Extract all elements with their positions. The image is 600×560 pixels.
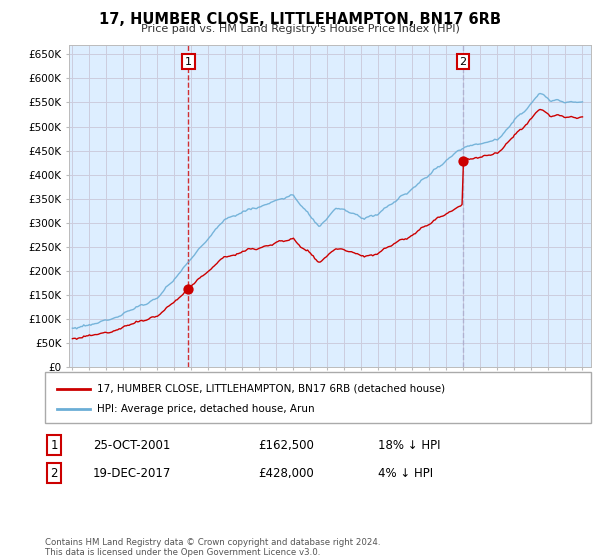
Text: Contains HM Land Registry data © Crown copyright and database right 2024.
This d: Contains HM Land Registry data © Crown c… [45,538,380,557]
Point [458,157,468,166]
Text: 17, HUMBER CLOSE, LITTLEHAMPTON, BN17 6RB: 17, HUMBER CLOSE, LITTLEHAMPTON, BN17 6R… [99,12,501,27]
Text: 25-OCT-2001: 25-OCT-2001 [93,438,170,452]
Text: 1: 1 [185,57,192,67]
Text: Price paid vs. HM Land Registry's House Price Index (HPI): Price paid vs. HM Land Registry's House … [140,24,460,34]
Text: 17, HUMBER CLOSE, LITTLEHAMPTON, BN17 6RB (detached house): 17, HUMBER CLOSE, LITTLEHAMPTON, BN17 6R… [97,384,445,394]
Text: 2: 2 [460,57,467,67]
Point [184,284,193,293]
Text: £428,000: £428,000 [258,466,314,480]
Text: 19-DEC-2017: 19-DEC-2017 [93,466,172,480]
Text: £162,500: £162,500 [258,438,314,452]
Text: HPI: Average price, detached house, Arun: HPI: Average price, detached house, Arun [97,404,315,414]
Text: 18% ↓ HPI: 18% ↓ HPI [378,438,440,452]
Text: 2: 2 [50,466,58,480]
Text: 1: 1 [50,438,58,452]
Text: 4% ↓ HPI: 4% ↓ HPI [378,466,433,480]
